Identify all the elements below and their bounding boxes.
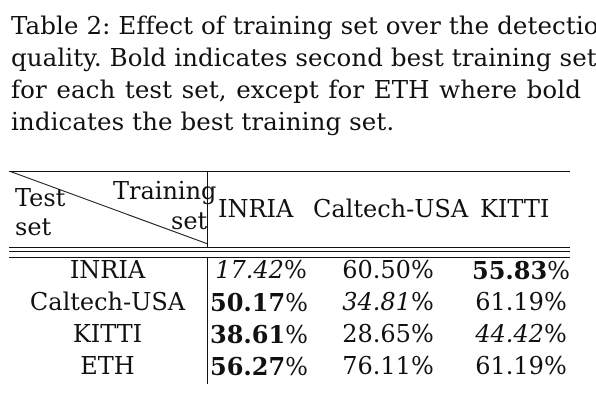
corner-test-label: set — [15, 213, 52, 241]
table-cell: 76.11% — [342, 352, 434, 380]
table-cell: 38.61% — [210, 320, 308, 349]
table-header-rule-2 — [9, 251, 570, 252]
table-cell: 34.81% — [342, 288, 434, 316]
column-header: Caltech-USA — [313, 195, 469, 223]
header-vertical-rule — [207, 171, 208, 248]
row-label: ETH — [80, 352, 135, 380]
corner-test-label: Test — [15, 184, 66, 212]
table-top-rule — [9, 171, 570, 172]
row-label: INRIA — [69, 256, 146, 284]
column-header: INRIA — [218, 195, 294, 223]
table-cell: 61.19% — [475, 288, 567, 316]
table-cell: 44.42% — [475, 320, 567, 348]
caption-line: quality. Bold indicates second best trai… — [11, 43, 596, 72]
table-caption: Table 2: Effect of training set over the… — [11, 10, 596, 138]
table-cell: 28.65% — [342, 320, 434, 348]
table-cell: 61.19% — [475, 352, 567, 380]
row-label: Caltech-USA — [29, 288, 186, 316]
table-cell: 50.17% — [210, 288, 308, 317]
table-bottom-rule — [9, 257, 570, 258]
table-cell: 60.50% — [342, 256, 434, 284]
table-cell: 55.83% — [472, 256, 570, 285]
caption-line: Table 2: Effect of training set over the… — [11, 11, 596, 40]
corner-diagonal-line — [9, 171, 208, 244]
corner-training-label: set — [171, 207, 208, 235]
corner-training-label: Training — [113, 177, 217, 205]
column-header: KITTI — [480, 195, 550, 223]
row-label: KITTI — [72, 320, 143, 348]
body-vertical-rule — [207, 257, 208, 384]
table-cell: 56.27% — [210, 352, 308, 381]
caption-line: for each test set, except for ETH where … — [11, 75, 581, 104]
caption-line: indicates the best training set. — [11, 107, 395, 136]
table-cell: 17.42% — [215, 256, 307, 284]
table-header-rule-1 — [9, 247, 570, 248]
